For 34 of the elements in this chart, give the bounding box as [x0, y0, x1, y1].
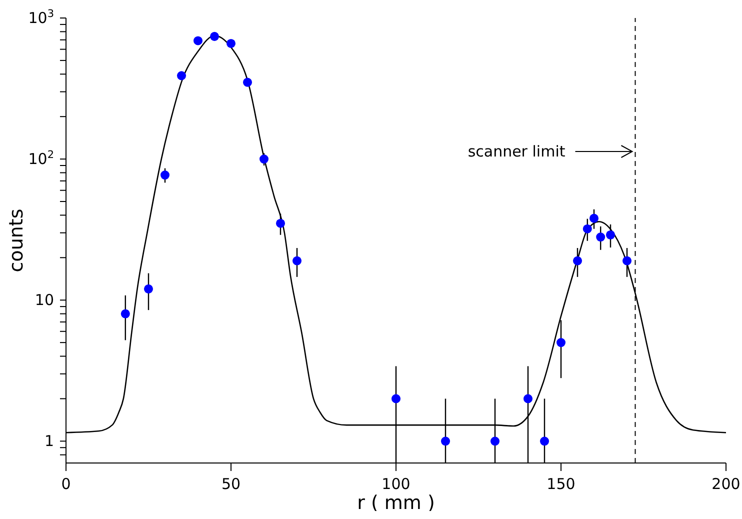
point	[606, 230, 616, 240]
point	[622, 256, 632, 266]
y-tick-label: 10$^{2}$	[28, 149, 54, 168]
point	[193, 36, 203, 46]
point	[391, 394, 401, 404]
point	[540, 436, 550, 446]
point	[582, 224, 592, 234]
x-tick-label: 50	[221, 475, 241, 493]
point	[144, 284, 154, 294]
y-tick-label: 10	[34, 291, 54, 310]
point	[589, 214, 599, 223]
point	[556, 338, 566, 348]
point	[596, 232, 606, 242]
point	[276, 218, 286, 228]
point	[523, 394, 533, 404]
point	[292, 256, 302, 266]
x-tick-label: 150	[546, 475, 576, 493]
point	[242, 78, 252, 87]
y-tick-label: 1	[44, 432, 54, 450]
point	[176, 71, 186, 80]
y-axis-title: counts	[6, 208, 28, 272]
ref-line-label: scanner limit	[468, 142, 566, 160]
point	[210, 32, 220, 41]
point	[259, 154, 269, 164]
point	[440, 436, 450, 446]
point	[572, 256, 582, 266]
x-tick-label: 0	[61, 475, 71, 493]
x-tick-label: 100	[382, 475, 410, 493]
x-tick-label: 200	[712, 475, 740, 493]
point	[226, 38, 236, 48]
y-tick-label: 10$^{3}$	[28, 8, 54, 27]
point	[160, 170, 170, 180]
point	[490, 436, 500, 446]
point	[120, 309, 130, 318]
